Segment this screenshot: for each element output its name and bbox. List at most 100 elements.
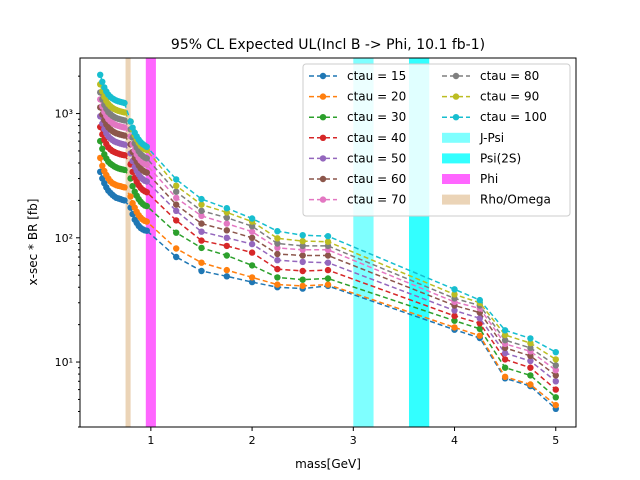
data-point bbox=[274, 240, 281, 247]
series-2 bbox=[97, 137, 559, 401]
data-point bbox=[143, 169, 150, 176]
data-point bbox=[248, 215, 256, 222]
data-point bbox=[223, 242, 230, 250]
data-point bbox=[248, 262, 256, 269]
data-point bbox=[552, 362, 559, 369]
data-point bbox=[223, 205, 230, 212]
series-5 bbox=[97, 104, 559, 379]
x-tick-label: 5 bbox=[552, 434, 559, 447]
data-point bbox=[324, 238, 332, 245]
data-point bbox=[552, 367, 559, 374]
data-point bbox=[143, 218, 150, 225]
legend: ctau = 15 ctau = 20 ctau = 30 ctau = 40 ctau… bbox=[302, 63, 571, 217]
data-point bbox=[501, 364, 509, 371]
legend-item-7: ctau = 80 bbox=[442, 69, 539, 83]
data-point bbox=[121, 166, 128, 174]
legend-marker bbox=[319, 134, 327, 141]
data-point bbox=[552, 349, 559, 356]
data-point bbox=[173, 207, 180, 214]
data-point bbox=[248, 234, 256, 241]
data-point bbox=[501, 327, 509, 334]
data-point bbox=[552, 372, 559, 379]
data-point bbox=[324, 275, 332, 282]
data-point bbox=[527, 335, 534, 342]
legend-marker bbox=[319, 155, 327, 162]
data-point bbox=[173, 245, 180, 252]
series-9 bbox=[97, 71, 559, 356]
data-point bbox=[173, 182, 180, 189]
legend-marker bbox=[452, 114, 460, 121]
data-point bbox=[223, 266, 230, 274]
legend-item-5: ctau = 60 bbox=[309, 172, 406, 186]
legend-label: ctau = 20 bbox=[347, 90, 406, 104]
data-point bbox=[173, 176, 180, 183]
data-point bbox=[248, 278, 256, 286]
data-point bbox=[324, 252, 332, 259]
data-point bbox=[198, 201, 205, 208]
data-point bbox=[198, 228, 205, 235]
x-tick-label: 4 bbox=[451, 434, 458, 447]
data-point bbox=[552, 386, 559, 393]
data-point bbox=[274, 244, 281, 252]
data-point bbox=[143, 202, 150, 210]
legend-item-3: ctau = 40 bbox=[309, 131, 406, 145]
data-point bbox=[223, 227, 230, 234]
legend-item-9: ctau = 100 bbox=[442, 110, 547, 124]
legend-label: ctau = 100 bbox=[480, 110, 547, 124]
data-point bbox=[223, 252, 230, 259]
data-point bbox=[501, 356, 509, 363]
series-layer bbox=[97, 71, 559, 412]
y-tick-label: 10¹ bbox=[55, 356, 73, 369]
data-point bbox=[223, 220, 230, 227]
legend-item-12: Phi bbox=[442, 172, 498, 186]
legend-patch bbox=[442, 194, 470, 205]
legend-marker bbox=[452, 93, 460, 100]
data-point bbox=[501, 373, 509, 380]
data-point bbox=[173, 201, 180, 208]
plot-area bbox=[79, 57, 577, 428]
data-point bbox=[527, 357, 534, 365]
legend-patch bbox=[442, 174, 470, 184]
data-point bbox=[501, 331, 509, 339]
data-point bbox=[299, 252, 306, 259]
data-point bbox=[198, 195, 205, 203]
band-3 bbox=[125, 58, 131, 427]
data-point bbox=[173, 229, 180, 236]
chart-title: 95% CL Expected UL(Incl B -> Phi, 10.1 f… bbox=[171, 37, 485, 53]
data-point bbox=[527, 372, 534, 379]
legend-item-6: ctau = 70 bbox=[309, 193, 406, 207]
data-point bbox=[274, 274, 281, 281]
data-point bbox=[552, 356, 559, 363]
data-point bbox=[143, 161, 150, 169]
data-point bbox=[143, 227, 150, 234]
data-point bbox=[198, 267, 205, 275]
legend-item-1: ctau = 20 bbox=[309, 90, 406, 104]
data-point bbox=[274, 235, 281, 242]
data-point bbox=[121, 117, 128, 124]
data-point bbox=[198, 212, 205, 220]
data-point bbox=[121, 99, 128, 107]
data-point bbox=[223, 234, 230, 241]
data-point bbox=[274, 257, 281, 264]
data-point bbox=[97, 154, 104, 162]
data-point bbox=[476, 296, 483, 304]
legend-label: ctau = 40 bbox=[347, 131, 406, 145]
x-tick-label: 1 bbox=[147, 434, 154, 447]
legend-item-0: ctau = 15 bbox=[309, 69, 406, 83]
data-point bbox=[248, 240, 256, 248]
data-point bbox=[501, 337, 509, 344]
band-2 bbox=[145, 58, 156, 427]
x-tick-label: 3 bbox=[350, 434, 357, 447]
data-point bbox=[299, 282, 306, 290]
data-point bbox=[143, 155, 150, 162]
data-point bbox=[198, 259, 205, 266]
data-point bbox=[121, 109, 128, 116]
data-point bbox=[299, 276, 306, 283]
data-point bbox=[121, 141, 128, 148]
data-point bbox=[99, 145, 106, 152]
data-point bbox=[527, 381, 534, 388]
x-axis: 1 2 3 4 5 bbox=[147, 427, 559, 447]
data-point bbox=[121, 132, 128, 139]
data-point bbox=[451, 324, 458, 331]
legend-patch bbox=[442, 153, 470, 164]
